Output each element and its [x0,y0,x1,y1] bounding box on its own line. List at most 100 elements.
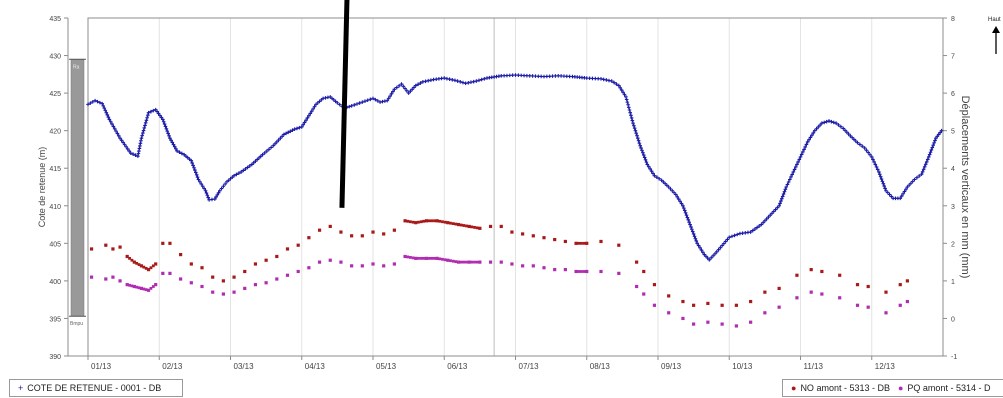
data-point [90,100,95,104]
data-point [204,191,209,195]
data-point [422,256,426,260]
data-point [878,174,883,179]
data-point [198,179,202,184]
data-point [239,170,243,174]
data-point [247,164,252,168]
data-point [478,260,482,264]
x-tick-label: 10/13 [732,362,753,371]
data-point [619,88,624,92]
data-point [629,113,633,118]
data-point [168,241,172,245]
data-point [709,256,713,260]
data-point [467,260,471,264]
data-point [860,144,865,148]
data-point [912,177,917,182]
data-point [155,109,159,114]
y2-tick-label: 0 [951,316,955,323]
data-point [577,241,581,245]
data-point [827,119,831,123]
data-point [720,303,724,307]
data-point [750,228,755,233]
data-point [100,101,105,106]
data-point [211,275,215,279]
data-point [167,134,171,138]
data-point [716,247,721,252]
data-point [295,126,299,131]
data-point [820,269,824,274]
data-point [214,195,218,199]
data-point [142,265,146,269]
data-point [866,284,870,289]
data-point [462,224,466,227]
data-point [215,193,220,197]
data-point [934,136,938,140]
data-point [479,77,484,82]
data-point [161,271,165,275]
data-point [137,286,141,290]
data-point [477,78,481,83]
data-point [168,271,172,275]
data-point [416,82,420,87]
data-point [350,264,354,268]
data-point [168,136,172,140]
data-point [820,121,824,125]
data-point [232,275,236,279]
data-point [355,102,359,106]
data-point [406,91,411,95]
data-point [636,138,641,143]
data-point [690,227,694,232]
data-point [919,172,924,177]
data-point [284,131,288,136]
data-point [612,80,616,85]
data-point [243,167,248,171]
data-point [232,173,236,178]
data-point [112,126,117,131]
data-point [368,97,373,102]
legend-left: + COTE DE RETENUE - 0001 - DB [9,379,183,397]
data-point [763,290,767,294]
data-point [679,201,684,206]
data-point [278,136,283,140]
data-point [350,234,354,238]
data-point [574,269,578,274]
data-point [915,175,919,180]
data-point [93,98,97,103]
data-point [563,239,567,244]
data-point [563,268,567,272]
data-point [858,142,862,147]
data-point [174,147,178,151]
data-point [803,145,808,149]
data-point [422,219,426,223]
data-point [234,172,239,177]
data-point [749,299,753,304]
data-point [791,170,796,174]
data-point [818,123,822,127]
data-point [137,263,141,267]
data-point [627,108,632,112]
data-point [651,171,655,176]
data-point [898,303,902,307]
data-point [649,169,654,174]
data-point [386,96,391,101]
data-point [221,279,225,283]
data-point [626,105,631,110]
data-point [426,78,431,83]
data-point [681,203,685,208]
data-point [102,106,107,110]
data-point [510,262,514,266]
data-point [418,81,423,85]
data-point [748,230,753,234]
data-point [874,165,879,169]
data-point [86,102,90,107]
data-point [132,260,136,264]
series-1 [89,219,909,307]
series-0 [86,73,944,262]
data-point [846,132,851,136]
data-point [453,78,457,83]
data-point [221,292,225,296]
x-tick-label: 07/13 [519,362,540,371]
data-point [275,254,279,259]
data-point [805,140,810,144]
plus-marker-icon: + [18,383,24,393]
data-point [406,255,410,259]
